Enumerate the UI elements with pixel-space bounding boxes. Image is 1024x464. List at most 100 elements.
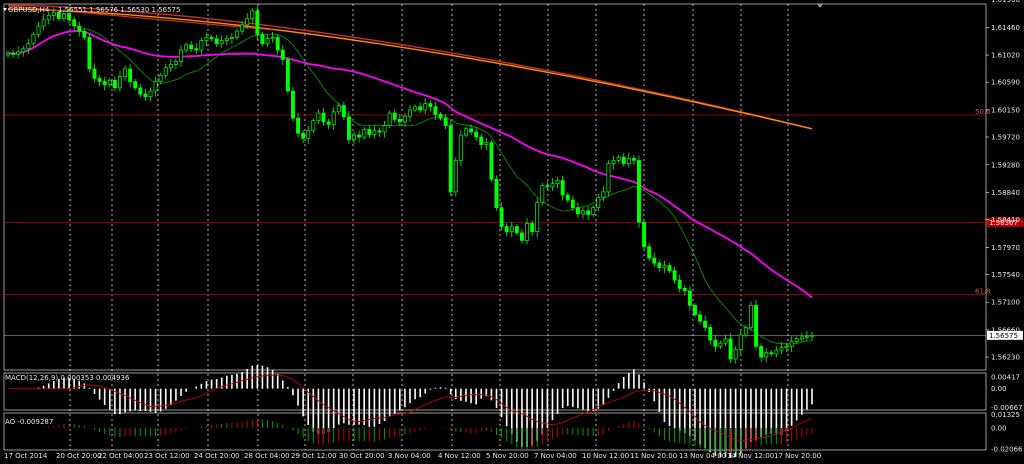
candle-body [499, 207, 504, 227]
candle-body [163, 67, 168, 76]
candle-body [6, 52, 10, 56]
candle-body [199, 40, 204, 51]
candle [738, 330, 743, 356]
x-tick-label: 3 Nov 04:00 [388, 452, 431, 460]
candle [291, 86, 295, 122]
candle-body [514, 226, 519, 234]
candle-body [616, 156, 621, 161]
candle-body [509, 226, 514, 232]
candle-body [479, 136, 484, 145]
candle [443, 114, 448, 129]
candle-body [194, 48, 199, 51]
y-tick-label: 1.61460 [991, 24, 1020, 32]
candle [774, 346, 779, 358]
candle [514, 224, 519, 236]
candle [270, 31, 275, 43]
candle-body [97, 78, 102, 82]
candle [586, 206, 591, 221]
candle-body [525, 223, 529, 241]
candle [616, 154, 621, 163]
candle-body [738, 334, 743, 350]
candle [723, 334, 728, 347]
candle [703, 315, 708, 332]
indicator-y-tick: -0.02066 [991, 446, 1023, 454]
candle [316, 109, 321, 124]
indicator-y-tick: 0.00417 [991, 373, 1020, 381]
candle [545, 181, 550, 191]
candle [550, 178, 555, 191]
candle [789, 336, 794, 352]
y-tick-label: 1.61020 [991, 52, 1020, 60]
candle [748, 301, 753, 331]
candle-body [484, 142, 489, 145]
candle [713, 335, 718, 352]
candle-body [474, 131, 479, 138]
candle [718, 340, 723, 349]
candle-body [667, 265, 672, 272]
candle-body [545, 185, 550, 188]
candle-body [504, 226, 509, 232]
candle-body [637, 160, 641, 223]
candle [469, 124, 474, 136]
y-tick-label: 1.57970 [991, 244, 1020, 252]
candle-body [382, 125, 387, 133]
candle [606, 160, 611, 197]
candle-body [591, 207, 596, 215]
candle [509, 221, 514, 238]
candle [474, 126, 479, 142]
chart-title: GBPUSD,H4 [8, 6, 50, 14]
horizontal-levels: 50.0 1.58367 61.8 1.56575 [4, 108, 1023, 340]
candle [698, 310, 703, 325]
candle-body [581, 210, 585, 215]
candle-body [794, 338, 799, 342]
candle [41, 14, 46, 31]
candle [428, 100, 433, 112]
y-tick-label: 1.59720 [991, 134, 1020, 142]
candle [504, 223, 509, 237]
candle [591, 205, 596, 218]
x-tick-label: 7 Nov 04:00 [534, 452, 577, 460]
indicator-y-tick: 0.00 [991, 385, 1007, 393]
candle-body [601, 191, 606, 198]
candle [123, 65, 127, 82]
candle [743, 324, 748, 338]
candle-body [743, 327, 748, 336]
candle [260, 31, 265, 47]
candle-body [769, 352, 774, 355]
candle-body [713, 339, 718, 347]
candle-body [642, 221, 647, 248]
x-tick-label: 11 Nov 20:00 [630, 452, 677, 460]
candle [408, 105, 412, 122]
candle-body [728, 338, 733, 360]
candle-body [173, 61, 178, 65]
candle [163, 63, 168, 79]
candle-body [117, 76, 122, 89]
candle-body [321, 112, 326, 123]
candle [382, 120, 387, 138]
candle-body [209, 37, 214, 40]
candle-body [128, 68, 133, 82]
candle [301, 129, 306, 144]
candle-body [458, 134, 463, 161]
candle-body [565, 194, 570, 201]
candle-body [107, 79, 112, 86]
candle [413, 104, 418, 113]
candle-body [764, 352, 769, 358]
candle-body [519, 232, 524, 241]
candle [479, 133, 484, 150]
candle-body [698, 314, 703, 322]
x-tick-label: 24 Oct 20:00 [194, 452, 240, 460]
candle [804, 330, 809, 341]
candle [458, 130, 463, 166]
candle [652, 252, 657, 268]
candle [631, 155, 636, 166]
candle [754, 299, 758, 351]
candle-body [250, 10, 255, 19]
candle-body [189, 44, 194, 50]
candle-body [62, 13, 66, 19]
candle-body [280, 49, 285, 60]
candle-body [397, 119, 402, 123]
candle [204, 32, 209, 47]
candle-body [219, 40, 224, 45]
